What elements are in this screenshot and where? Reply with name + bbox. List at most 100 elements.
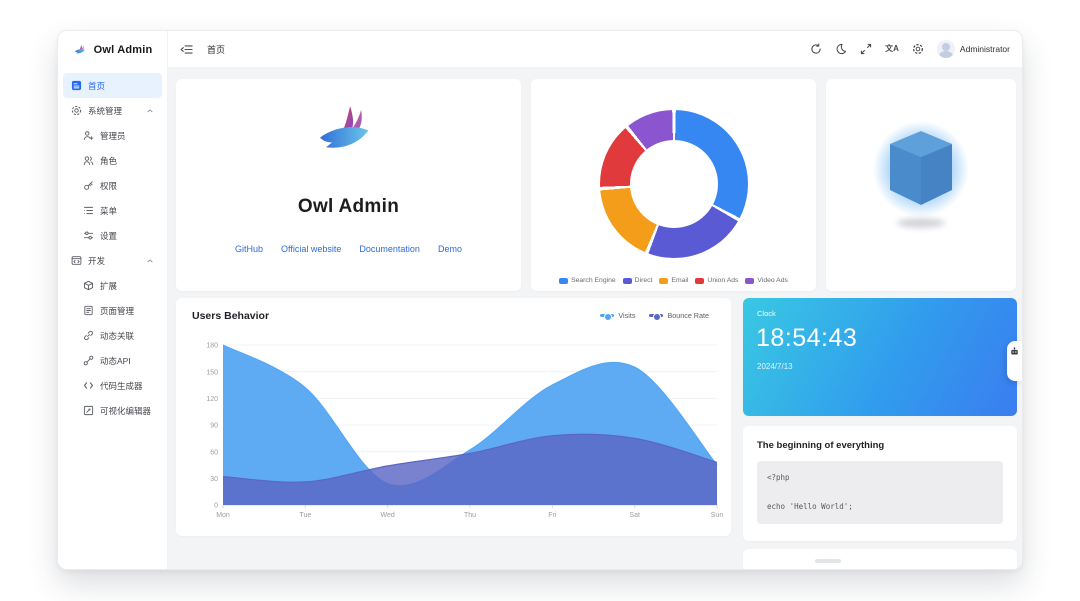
settings-gear-icon[interactable]	[912, 43, 924, 55]
sidebar-item-permissions[interactable]: 权限	[63, 173, 162, 198]
legend-swatch	[695, 277, 705, 284]
dark-mode-moon-icon[interactable]	[835, 43, 847, 55]
api-icon	[83, 355, 94, 366]
sidebar-item-settings[interactable]: 设置	[63, 223, 162, 248]
legend-item[interactable]: Union Ads	[695, 277, 738, 284]
users-icon	[83, 155, 94, 166]
legend-swatch	[659, 277, 669, 284]
sidebar-item-label: 代码生成器	[100, 380, 143, 391]
username: Administrator	[959, 44, 1010, 54]
sidebar-item-label: 管理员	[100, 130, 126, 141]
sidebar-item-label: 权限	[100, 180, 118, 191]
legend-label: Direct	[634, 277, 653, 284]
sidebar-item-dev[interactable]: 开发	[63, 248, 162, 273]
user-plus-icon	[83, 130, 94, 141]
sidebar-item-visual-editor[interactable]: 可视化编辑器	[63, 398, 162, 423]
sidebar-item-api[interactable]: 动态API	[63, 348, 162, 373]
sliders-icon	[83, 230, 94, 241]
sidebar-item-roles[interactable]: 角色	[63, 148, 162, 173]
sidebar-item-label: 系统管理	[88, 105, 123, 116]
legend-label: Union Ads	[707, 277, 739, 284]
brand-name: Owl Admin	[93, 44, 153, 56]
svg-text:120: 120	[206, 396, 218, 403]
legend-item[interactable]: Direct	[622, 277, 653, 284]
legend-swatch	[745, 277, 755, 284]
legend-marker	[649, 312, 664, 321]
legend-label: Video Ads	[757, 277, 788, 284]
svg-text:30: 30	[210, 476, 218, 483]
welcome-links: GitHub Official website Documentation De…	[176, 244, 521, 254]
main-content: Owl Admin GitHub Official website Docume…	[168, 68, 1022, 569]
svg-text:Sat: Sat	[629, 512, 640, 519]
dashboard-icon	[71, 80, 82, 91]
fullscreen-icon[interactable]	[860, 43, 872, 55]
page-icon	[83, 305, 94, 316]
header-actions: 文A Administrator	[810, 40, 1010, 58]
code-card-title: The beginning of everything	[757, 440, 885, 451]
sidebar-item-label: 菜单	[100, 205, 118, 216]
code-icon	[83, 380, 94, 391]
sidebar-item-codegen[interactable]: 代码生成器	[63, 373, 162, 398]
chevron-up-icon	[146, 257, 154, 265]
legend-swatch	[559, 277, 569, 284]
area-chart[interactable]: 0 30 60 90 120 150 180 Mon Tue Wed Thu Fri Sat Sun	[184, 334, 724, 535]
legend-item[interactable]: Visits	[600, 311, 635, 321]
sidebar-item-relations[interactable]: 动态关联	[63, 323, 162, 348]
link-documentation[interactable]: Documentation	[359, 244, 420, 254]
top-header: 首页 文A Administrator	[168, 31, 1022, 68]
brand[interactable]: Owl Admin	[58, 31, 167, 69]
robot-icon	[1011, 347, 1018, 355]
link-official-website[interactable]: Official website	[281, 244, 342, 254]
sidebar-item-admins[interactable]: 管理员	[63, 123, 162, 148]
partial-card	[743, 549, 1017, 569]
donut-chart[interactable]	[600, 110, 748, 258]
svg-text:Fri: Fri	[548, 512, 557, 519]
svg-text:Tue: Tue	[299, 512, 311, 519]
translate-icon[interactable]: 文A	[885, 44, 899, 53]
avatar	[936, 40, 955, 58]
svg-text:60: 60	[210, 449, 218, 456]
sidebar-item-label: 设置	[100, 230, 118, 241]
welcome-title: Owl Admin	[297, 196, 400, 217]
tab-home[interactable]: 首页	[207, 44, 226, 55]
sidebar-item-menus[interactable]: 菜单	[63, 198, 162, 223]
svg-text:0: 0	[214, 503, 218, 510]
link-demo[interactable]: Demo	[437, 244, 462, 254]
svg-text:90: 90	[210, 423, 218, 430]
code-card: The beginning of everything <?php echo '…	[743, 426, 1017, 541]
link-github[interactable]: GitHub	[235, 244, 264, 254]
sidebar: Owl Admin 首页 系统管理	[58, 31, 168, 569]
legend-label: Email	[671, 277, 689, 284]
key-icon	[83, 180, 94, 191]
legend-item[interactable]: Search Engine	[559, 277, 616, 284]
user-menu[interactable]: Administrator	[936, 40, 1010, 58]
cube-3d-image	[871, 119, 971, 249]
legend-item[interactable]: Email	[659, 277, 688, 284]
welcome-card: Owl Admin GitHub Official website Docume…	[176, 79, 521, 291]
owl-logo-large-icon	[176, 105, 521, 168]
svg-text:Wed: Wed	[381, 512, 395, 519]
svg-text:Mon: Mon	[216, 512, 230, 519]
collapse-sidebar-icon[interactable]	[180, 43, 193, 56]
sidebar-item-home[interactable]: 首页	[63, 73, 162, 98]
chevron-up-icon	[146, 107, 154, 115]
editor-icon	[83, 405, 94, 416]
legend-label: Search Engine	[571, 277, 616, 284]
legend-swatch	[622, 277, 632, 284]
sidebar-item-label: 首页	[88, 80, 106, 91]
code-block: <?php echo 'Hello World';	[757, 461, 1003, 524]
pill-decoration	[815, 559, 841, 563]
legend-item[interactable]: Video Ads	[745, 277, 788, 284]
sidebar-item-extensions[interactable]: 扩展	[63, 273, 162, 298]
refresh-icon[interactable]	[810, 43, 822, 55]
clock-card: Clock 18:54:43 2024/7/13	[743, 298, 1017, 416]
app-window: Owl Admin 首页 系统管理	[57, 30, 1023, 570]
sidebar-item-system[interactable]: 系统管理	[63, 98, 162, 123]
legend-label: Bounce Rate	[667, 311, 709, 320]
sidebar-item-label: 页面管理	[100, 305, 135, 316]
legend-item[interactable]: Bounce Rate	[649, 311, 709, 321]
sidebar-item-pages[interactable]: 页面管理	[63, 298, 162, 323]
sidebar-item-label: 开发	[88, 255, 106, 266]
widget-handle[interactable]	[1007, 341, 1022, 381]
sidebar-item-label: 角色	[100, 155, 118, 166]
